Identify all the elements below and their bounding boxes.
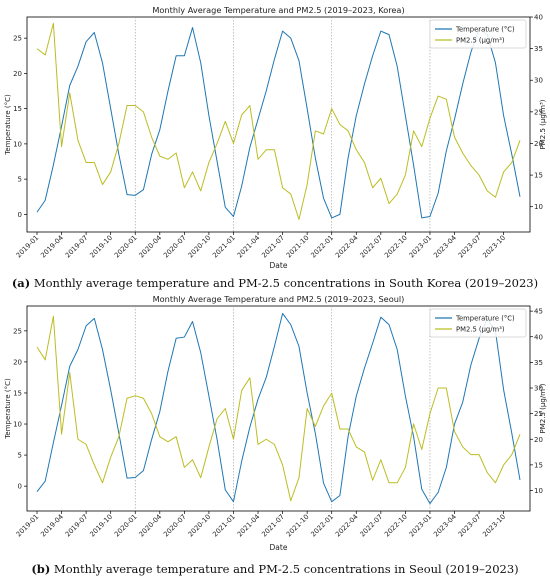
- y-left-tick-label: 20: [13, 70, 22, 78]
- legend-label: PM2.5 (µg/m³): [456, 37, 505, 45]
- pm25-series-line: [36, 315, 521, 502]
- x-tick-label: 2022-01: [309, 513, 335, 539]
- caption-korea: (a) Monthly average temperature and PM-2…: [0, 276, 550, 290]
- y-left-tick-label: 25: [13, 35, 22, 43]
- x-tick-label: 2021-01: [211, 513, 237, 539]
- x-tick-label: 2019-04: [39, 234, 65, 260]
- x-tick-label: 2022-10: [383, 234, 409, 260]
- y-right-tick-label: 10: [534, 203, 543, 211]
- plot-frame: [26, 16, 531, 233]
- y-left-tick-label: 15: [13, 389, 22, 397]
- y-left-axis-label: Temperature (°C): [4, 94, 12, 156]
- y-left-tick-label: 0: [18, 211, 22, 219]
- x-axis-label: Date: [270, 261, 288, 270]
- caption-korea-label: (a): [11, 276, 31, 290]
- temperature-series-line: [36, 312, 521, 505]
- legend-box: [429, 19, 527, 49]
- y-right-tick-label: 25: [534, 108, 543, 116]
- y-left-tick-label: 10: [13, 140, 22, 148]
- chart-korea-svg: Monthly Average Temperature and PM2.5 (2…: [4, 5, 547, 270]
- y-right-tick-label: 15: [534, 461, 543, 469]
- y-right-tick-label: 25: [534, 410, 543, 418]
- x-tick-label: 2022-07: [359, 234, 385, 260]
- x-tick-label: 2021-07: [260, 513, 286, 539]
- x-tick-label: 2019-10: [88, 234, 114, 260]
- pm25-series-line: [36, 22, 521, 220]
- x-tick-label: 2019-04: [39, 513, 65, 539]
- x-tick-label: 2023-04: [432, 234, 458, 260]
- x-tick-label: 2022-04: [334, 234, 360, 260]
- chart-title: Monthly Average Temperature and PM2.5 (2…: [152, 5, 404, 15]
- x-tick-label: 2021-07: [260, 234, 286, 260]
- temperature-series-line: [36, 27, 521, 219]
- x-tick-label: 2020-01: [113, 513, 139, 539]
- x-tick-label: 2021-10: [285, 513, 311, 539]
- x-tick-label: 2023-07: [457, 513, 483, 539]
- x-tick-label: 2023-01: [408, 513, 434, 539]
- y-left-tick-label: 0: [18, 483, 22, 491]
- caption-seoul: (b) Monthly average temperature and PM-2…: [0, 562, 550, 576]
- y-right-axis-label: PM2.5 (µg/m³): [539, 99, 547, 149]
- y-right-tick-label: 40: [534, 333, 543, 341]
- x-tick-label: 2021-01: [211, 234, 237, 260]
- caption-seoul-label: (b): [31, 562, 51, 576]
- legend-box: [429, 308, 527, 338]
- y-right-tick-label: 30: [534, 385, 543, 393]
- caption-korea-text: Monthly average temperature and PM-2.5 c…: [30, 276, 539, 290]
- y-right-tick-label: 45: [534, 308, 543, 316]
- x-tick-label: 2021-04: [236, 234, 262, 260]
- chart-title: Monthly Average Temperature and PM2.5 (2…: [153, 294, 405, 304]
- x-tick-label: 2019-07: [64, 513, 90, 539]
- y-left-tick-label: 15: [13, 105, 22, 113]
- y-right-tick-label: 35: [534, 359, 543, 367]
- x-tick-label: 2023-01: [408, 234, 434, 260]
- y-left-tick-label: 25: [13, 327, 22, 335]
- y-right-axis-label: PM2.5 (µg/m³): [539, 383, 547, 433]
- x-tick-label: 2022-10: [383, 513, 409, 539]
- x-tick-label: 2020-10: [187, 513, 213, 539]
- x-tick-label: 2022-01: [309, 234, 335, 260]
- y-right-tick-label: 20: [534, 140, 543, 148]
- y-left-tick-label: 5: [18, 452, 22, 460]
- chart-seoul: Monthly Average Temperature and PM2.5 (2…: [0, 292, 550, 554]
- x-axis-label: Date: [270, 543, 288, 552]
- x-tick-label: 2020-04: [137, 234, 163, 260]
- legend-label: Temperature (°C): [455, 315, 515, 323]
- x-tick-label: 2023-10: [481, 513, 507, 539]
- x-tick-label: 2020-07: [162, 513, 188, 539]
- chart-seoul-svg: Monthly Average Temperature and PM2.5 (2…: [4, 294, 547, 552]
- y-right-tick-label: 30: [534, 77, 543, 85]
- caption-seoul-text: Monthly average temperature and PM-2.5 c…: [50, 562, 519, 576]
- x-tick-label: 2023-10: [481, 234, 507, 260]
- y-right-tick-label: 10: [534, 487, 543, 495]
- x-tick-label: 2021-04: [236, 513, 262, 539]
- x-tick-label: 2019-01: [15, 234, 41, 260]
- legend-label: PM2.5 (µg/m³): [456, 326, 505, 334]
- chart-korea: Monthly Average Temperature and PM2.5 (2…: [0, 0, 550, 272]
- x-tick-label: 2023-07: [457, 234, 483, 260]
- x-tick-label: 2020-01: [113, 234, 139, 260]
- plot-frame: [26, 305, 531, 512]
- y-left-tick-label: 10: [13, 421, 22, 429]
- x-tick-label: 2019-10: [88, 513, 114, 539]
- y-right-tick-label: 35: [534, 45, 543, 53]
- x-tick-label: 2022-04: [334, 513, 360, 539]
- legend-label: Temperature (°C): [455, 26, 515, 34]
- y-right-tick-label: 15: [534, 172, 543, 180]
- x-tick-label: 2020-04: [137, 513, 163, 539]
- x-tick-label: 2022-07: [359, 513, 385, 539]
- x-tick-label: 2020-07: [162, 234, 188, 260]
- y-left-tick-label: 5: [18, 176, 22, 184]
- y-left-axis-label: Temperature (°C): [4, 378, 12, 440]
- y-left-tick-label: 20: [13, 358, 22, 366]
- x-tick-label: 2020-10: [187, 234, 213, 260]
- y-right-tick-label: 20: [534, 436, 543, 444]
- y-right-tick-label: 40: [534, 14, 543, 22]
- x-tick-label: 2019-01: [15, 513, 41, 539]
- x-tick-label: 2023-04: [432, 513, 458, 539]
- x-tick-label: 2019-07: [64, 234, 90, 260]
- x-tick-label: 2021-10: [285, 234, 311, 260]
